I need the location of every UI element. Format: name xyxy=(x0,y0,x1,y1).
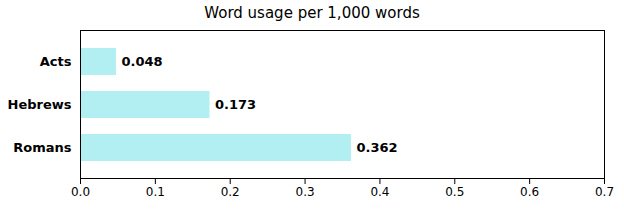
svg-text:0.1: 0.1 xyxy=(146,185,165,199)
svg-text:Romans: Romans xyxy=(13,140,72,155)
svg-text:0.3: 0.3 xyxy=(296,185,315,199)
svg-text:0.362: 0.362 xyxy=(356,140,397,155)
svg-text:0.173: 0.173 xyxy=(215,97,256,112)
svg-text:Acts: Acts xyxy=(40,54,72,69)
svg-text:0.048: 0.048 xyxy=(121,54,162,69)
svg-text:0.6: 0.6 xyxy=(520,185,539,199)
html-text:Word usage per 1,000 words: Word usage per 1,000 words xyxy=(204,4,420,22)
svg-text:0.7: 0.7 xyxy=(595,185,614,199)
svg-text:Hebrews: Hebrews xyxy=(8,97,72,112)
svg-text:0.2: 0.2 xyxy=(221,185,240,199)
svg-text:0.4: 0.4 xyxy=(370,185,389,199)
svg-text:0.0: 0.0 xyxy=(71,185,90,199)
svg-text:0.5: 0.5 xyxy=(445,185,464,199)
